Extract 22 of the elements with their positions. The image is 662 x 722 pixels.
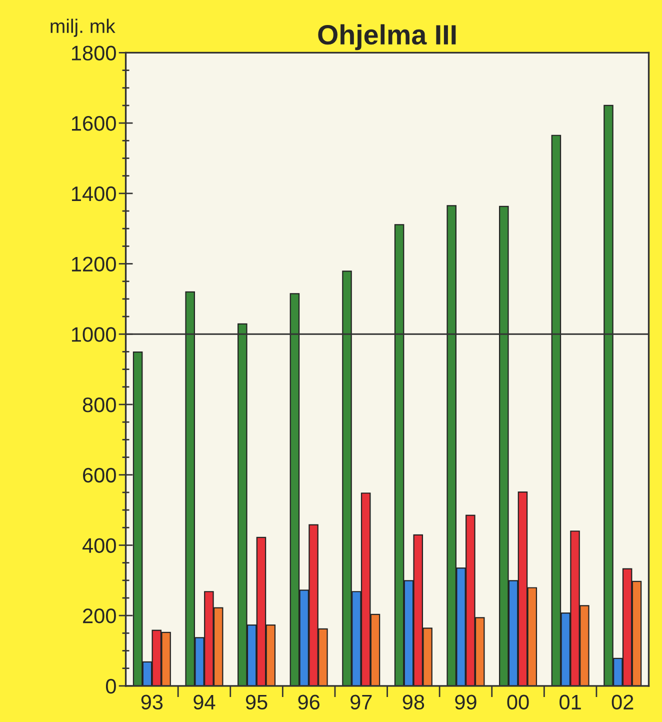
x-tick-label: 97 [350,694,372,710]
chart-title: Ohjelma III [318,24,456,50]
x-tick-label: 02 [612,694,634,710]
y-tick-label: 1200 [72,256,116,272]
x-tick-label: 99 [455,694,476,710]
y-axis-title: milj. mk [50,18,116,37]
y-tick-label: 600 [83,468,116,483]
y-tick-label: 1400 [72,186,116,202]
y-tick-label: 200 [83,608,116,624]
x-tick-label: 98 [402,694,424,710]
x-tick-label: 95 [246,694,268,710]
x-tick-label: 01 [560,694,581,710]
y-tick-label: 800 [82,397,116,412]
y-tick-label: 1000 [72,327,116,342]
x-tick-label: 94 [194,694,216,710]
x-tick-label: 96 [298,694,320,710]
y-tick-label: 1800 [72,46,116,60]
y-tick-label: 1600 [72,116,116,131]
x-tick-label: 00 [507,694,529,710]
y-tick-label: 0 [106,678,116,694]
y-tick-label: 400 [82,538,116,553]
x-tick-label: 93 [141,694,163,710]
